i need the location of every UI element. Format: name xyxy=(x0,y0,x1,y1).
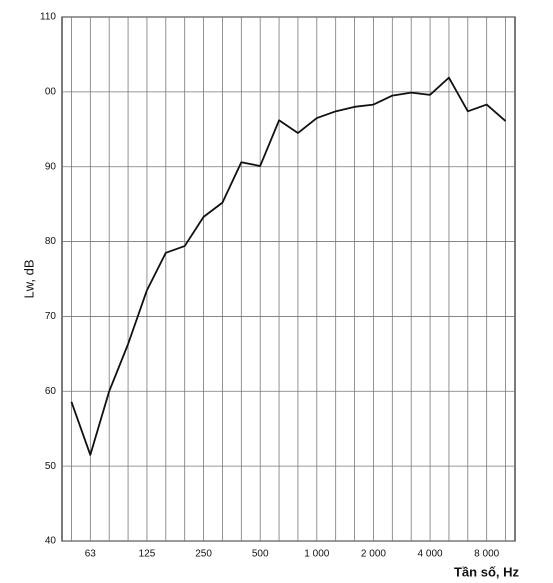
x-tick-label: 125 xyxy=(139,549,156,560)
x-tick-label: 4 000 xyxy=(418,549,443,560)
x-tick-label: 63 xyxy=(85,549,97,560)
x-tick-label: 8 000 xyxy=(474,549,499,560)
x-tick-label: 2 000 xyxy=(361,549,386,560)
y-tick-label: 90 xyxy=(45,161,57,172)
x-tick-label: 250 xyxy=(195,549,212,560)
y-tick-label: 110 xyxy=(40,12,56,23)
plot-frame xyxy=(61,16,516,542)
x-axis-label: Tần số, Hz xyxy=(454,564,520,579)
x-tick-label: 500 xyxy=(252,549,269,560)
data-line xyxy=(70,76,507,456)
y-tick-label: 70 xyxy=(45,311,57,322)
y-tick-label: 60 xyxy=(45,386,57,397)
y-tick-label: 80 xyxy=(45,236,57,247)
y-tick-label: 40 xyxy=(45,536,57,547)
y-axis-label: Lw, dB xyxy=(21,259,36,298)
x-tick-label: 1 000 xyxy=(304,549,329,560)
y-tick-label: 50 xyxy=(45,461,57,472)
y-tick-label: 00 xyxy=(45,86,57,97)
